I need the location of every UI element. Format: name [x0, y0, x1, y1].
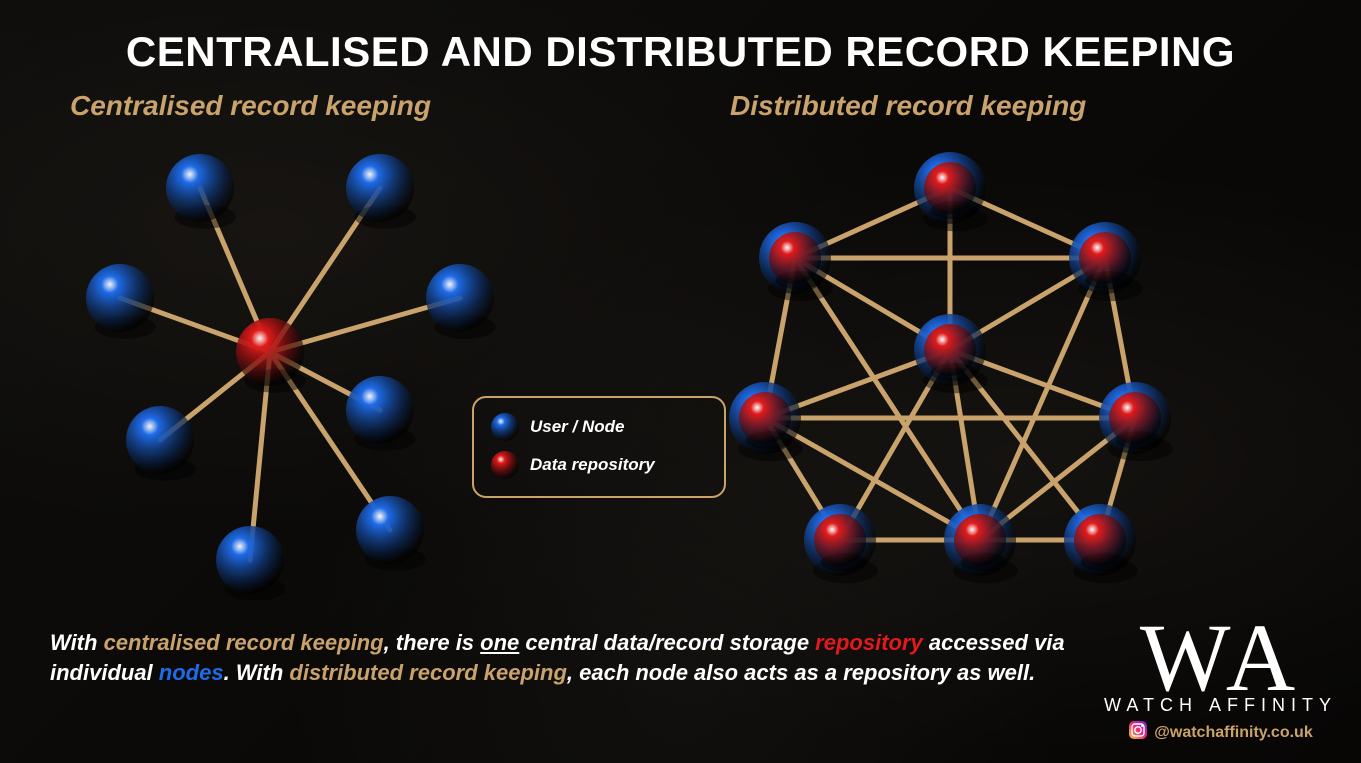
legend-row: Data repository	[488, 448, 708, 482]
distributed-node-inner	[924, 324, 976, 376]
user-node	[126, 406, 194, 474]
caption-span: distributed record keeping	[289, 660, 567, 685]
user-node	[346, 154, 414, 222]
legend-swatch-icon	[488, 410, 522, 444]
social-handle: @watchaffinity.co.uk	[1104, 720, 1337, 745]
user-node	[216, 526, 284, 594]
distributed-node-inner	[739, 392, 791, 444]
legend-label: User / Node	[530, 417, 624, 437]
caption-span: one	[480, 630, 519, 655]
user-node	[356, 496, 424, 564]
user-node	[86, 264, 154, 332]
caption-span: nodes	[159, 660, 224, 685]
caption-span: central data/record storage	[519, 630, 815, 655]
legend-row: User / Node	[488, 410, 708, 444]
legend: User / Node Data repository	[472, 396, 726, 498]
distributed-node-inner	[924, 162, 976, 214]
brand-footer: WA WATCH AFFINITY @watchaffinity.co.uk	[1104, 617, 1337, 745]
user-node	[166, 154, 234, 222]
subtitle-right: Distributed record keeping	[730, 90, 1086, 122]
distributed-node-inner	[954, 514, 1006, 566]
caption-text: With centralised record keeping, there i…	[50, 628, 1070, 687]
user-node	[426, 264, 494, 332]
handle-text: @watchaffinity.co.uk	[1154, 724, 1312, 742]
distributed-node-inner	[814, 514, 866, 566]
distributed-node-inner	[1074, 514, 1126, 566]
data-repository	[236, 318, 304, 386]
caption-span: , each node also acts as a repository as…	[567, 660, 1035, 685]
distributed-node-inner	[769, 232, 821, 284]
caption-span: repository	[815, 630, 923, 655]
user-node	[346, 376, 414, 444]
distributed-node-inner	[1109, 392, 1161, 444]
caption-span: . With	[224, 660, 290, 685]
distributed-diagram	[700, 140, 1200, 600]
caption-span: , there is	[384, 630, 481, 655]
legend-label: Data repository	[530, 455, 655, 475]
subtitle-left: Centralised record keeping	[70, 90, 431, 122]
slide: CENTRALISED AND DISTRIBUTED RECORD KEEPI…	[0, 0, 1361, 763]
legend-swatch-icon	[488, 448, 522, 482]
wa-logo: WA	[1104, 617, 1337, 699]
wa-logo-subtitle: WATCH AFFINITY	[1104, 695, 1337, 716]
instagram-icon	[1128, 720, 1148, 745]
centralised-diagram	[60, 140, 520, 600]
slide-title: CENTRALISED AND DISTRIBUTED RECORD KEEPI…	[0, 28, 1361, 76]
caption-span: With	[50, 630, 104, 655]
distributed-node-inner	[1079, 232, 1131, 284]
caption-span: centralised record keeping	[104, 630, 384, 655]
